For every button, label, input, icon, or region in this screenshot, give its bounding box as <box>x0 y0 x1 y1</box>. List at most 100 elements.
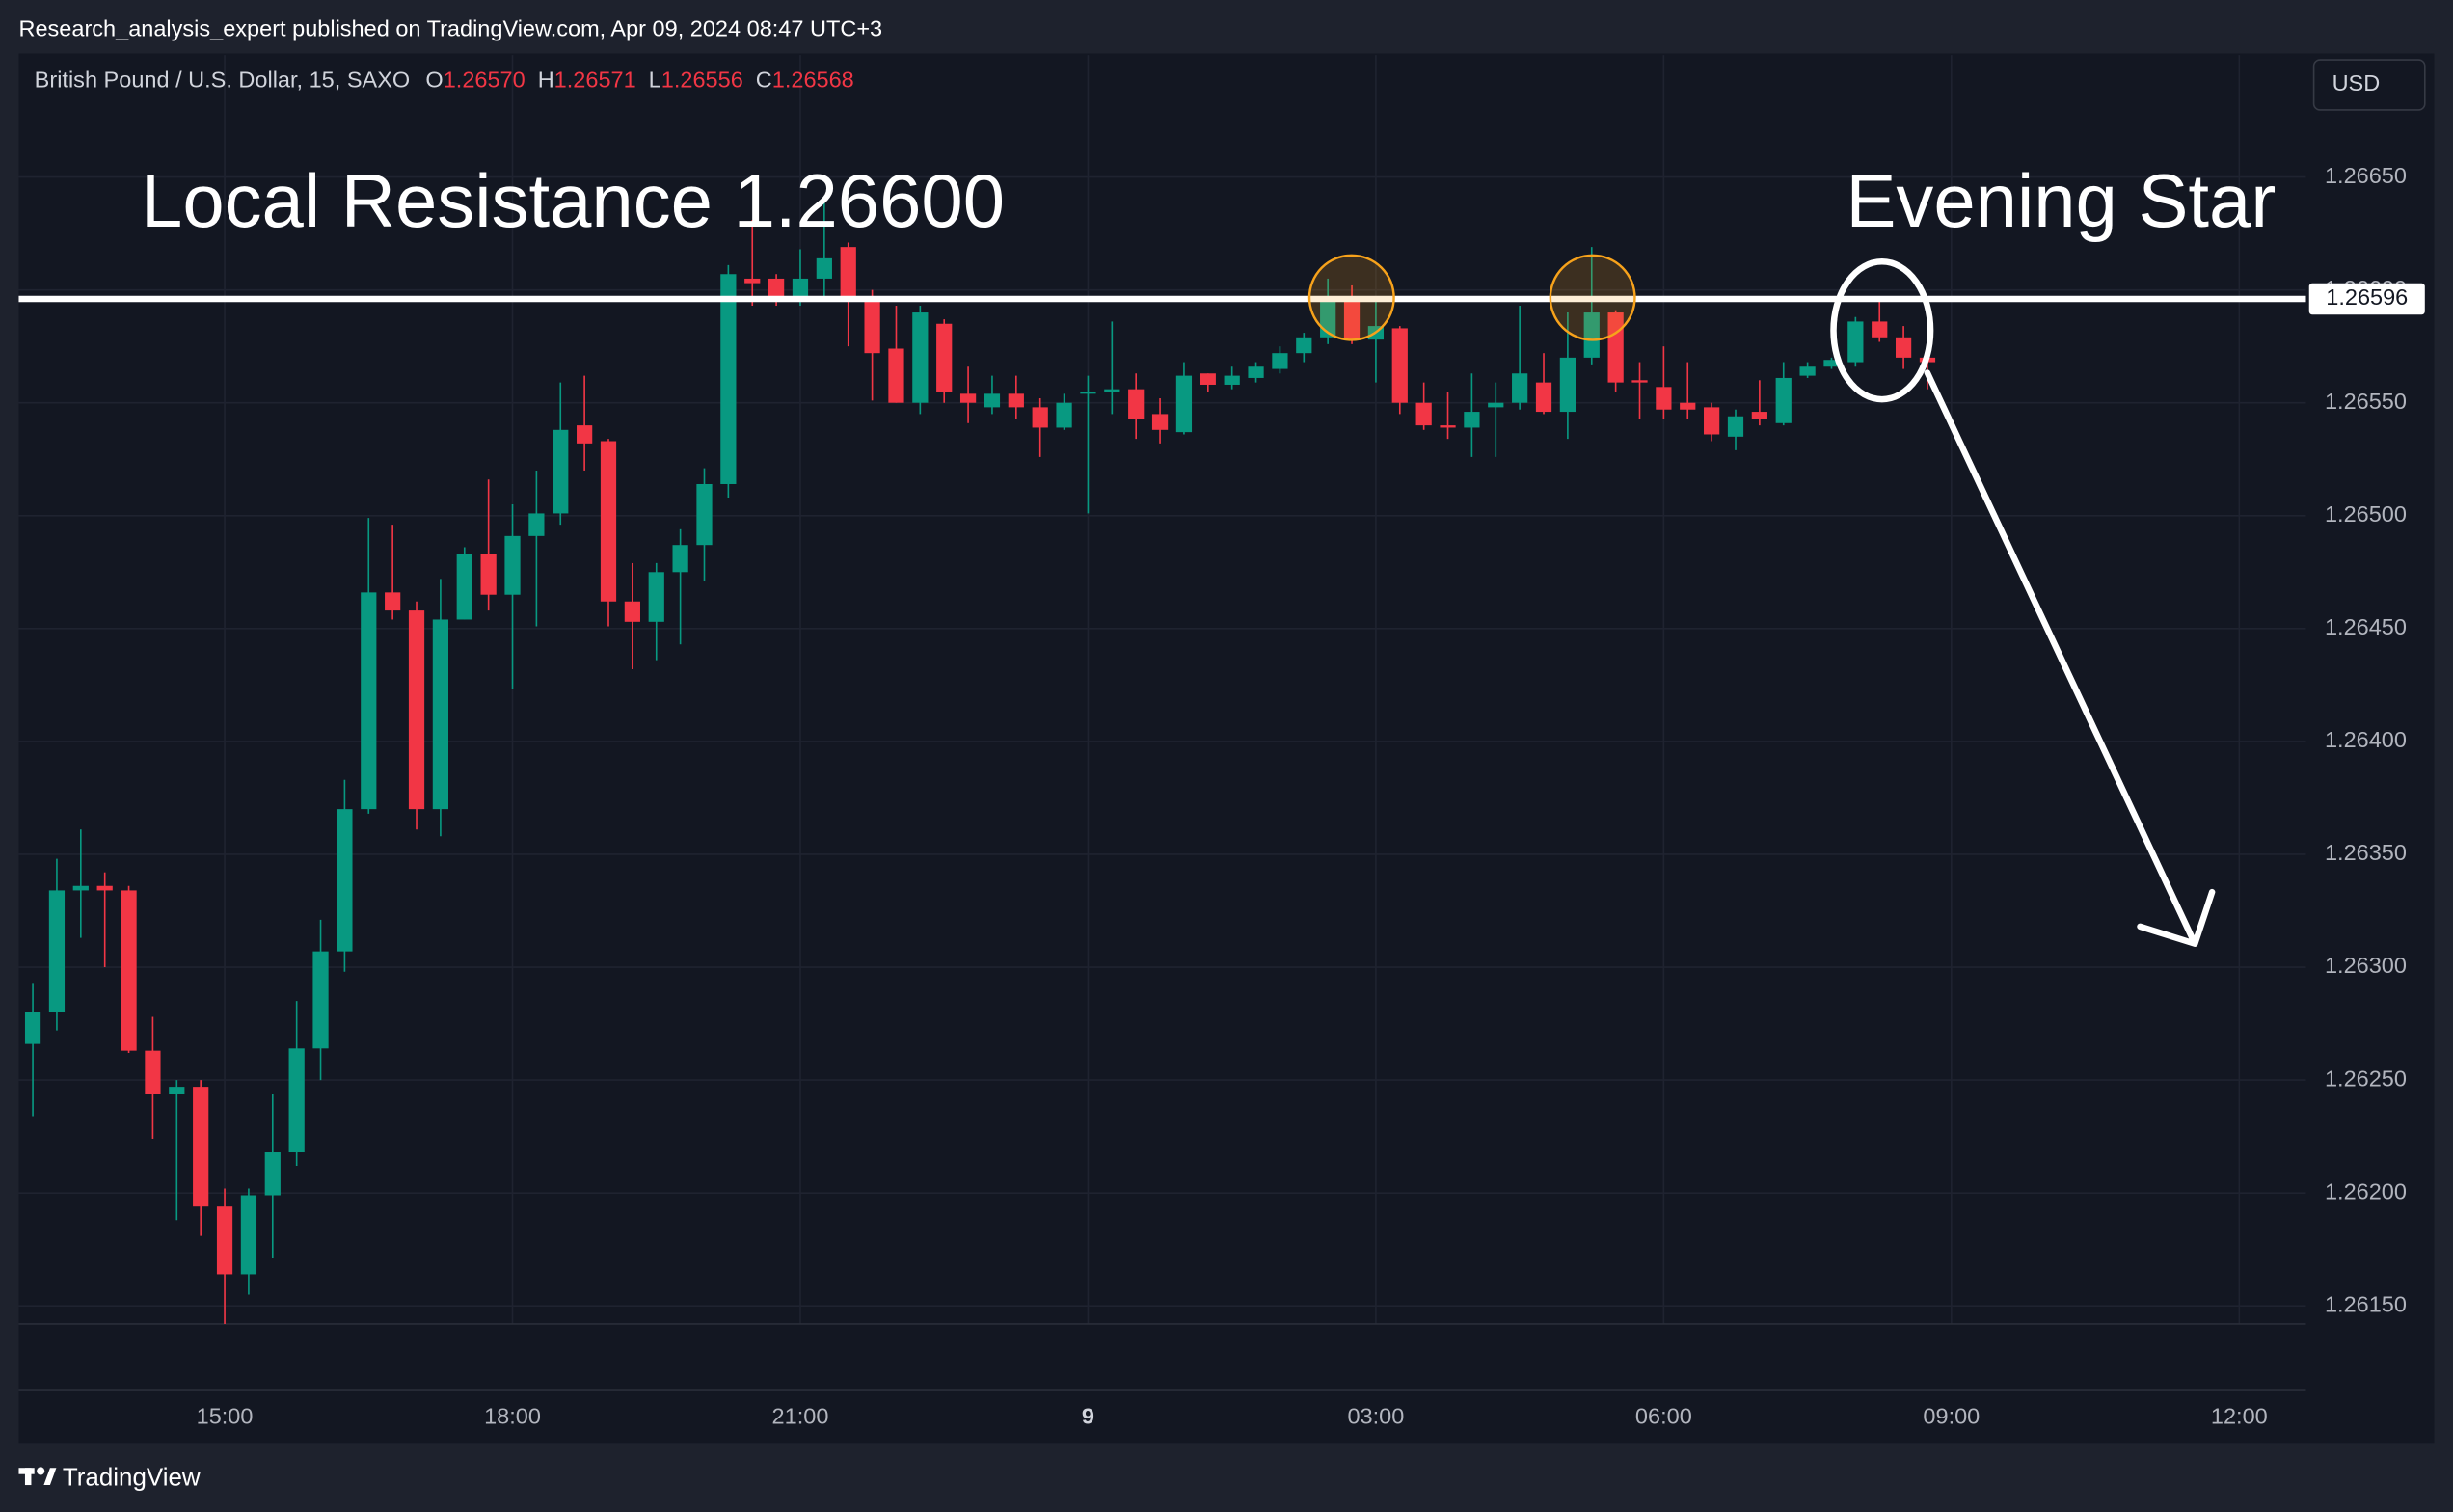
candle-body <box>1535 382 1552 413</box>
candle-body <box>1727 416 1744 437</box>
candle-body <box>1224 375 1240 385</box>
candle-body <box>1751 412 1767 419</box>
resistance-label: 1.26596 <box>2326 284 2408 310</box>
x-tick-label: 09:00 <box>1923 1404 1980 1429</box>
candle-body <box>1799 366 1816 376</box>
legend: British Pound / U.S. Dollar, 15, SAXO O1.… <box>35 68 854 93</box>
candle-body <box>1296 337 1312 354</box>
candle-body <box>96 885 113 891</box>
y-tick-label: 1.26350 <box>2325 840 2407 865</box>
currency: USD <box>2332 70 2381 95</box>
x-tick-label: 21:00 <box>772 1404 829 1429</box>
candle-body <box>1488 402 1504 408</box>
candle-body <box>600 441 617 602</box>
candle-body <box>1200 373 1216 385</box>
candle-body <box>1391 328 1408 403</box>
candle-body <box>1704 407 1720 435</box>
candle-body <box>456 554 472 620</box>
candle-body <box>1343 296 1361 340</box>
candle-body <box>24 1012 41 1044</box>
candle-body <box>888 348 904 403</box>
candle-body <box>408 610 425 810</box>
candle-body <box>240 1195 257 1275</box>
candle-body <box>792 278 809 297</box>
publisher: Research_analysis_expert published on Tr… <box>18 15 882 40</box>
ohlc-value: 1.26568 <box>772 68 854 93</box>
candle-body <box>504 535 521 595</box>
candle-body <box>648 572 664 622</box>
highlight-circle <box>1549 254 1636 341</box>
y-tick-label: 1.26550 <box>2325 389 2407 414</box>
candle-body <box>1415 402 1432 426</box>
candle-body <box>768 278 785 297</box>
candle-body <box>361 592 377 810</box>
y-tick-label: 1.26150 <box>2325 1291 2407 1316</box>
y-tick-label: 1.26500 <box>2325 501 2407 526</box>
candle-body <box>696 483 713 546</box>
candle-body <box>816 257 832 279</box>
candle-body <box>864 296 880 354</box>
candle-body <box>72 885 89 891</box>
candle-body <box>1775 377 1792 423</box>
candle-body <box>48 890 66 1012</box>
candle-body <box>121 890 137 1051</box>
candle-body <box>1128 389 1145 419</box>
x-tick-label: 06:00 <box>1635 1404 1692 1429</box>
candle-body <box>312 951 329 1049</box>
candle-body <box>1008 393 1024 408</box>
brand-logo <box>18 1467 57 1486</box>
evening-star-ellipse <box>1830 258 1934 403</box>
candle-body <box>1440 425 1456 428</box>
candle-body <box>480 554 497 595</box>
x-tick-label: 9 <box>1082 1404 1094 1429</box>
candle-body <box>1175 375 1193 433</box>
candle-body <box>1320 296 1336 338</box>
candle-body <box>1056 402 1072 428</box>
candle-body <box>1631 380 1648 383</box>
y-tick-label: 1.26250 <box>2325 1066 2407 1091</box>
x-tick-label: 03:00 <box>1347 1404 1404 1429</box>
ohlc-value: 1.26556 <box>661 68 743 93</box>
candle-body <box>624 601 640 622</box>
candle-body <box>1248 366 1264 378</box>
candle-body <box>216 1206 233 1275</box>
candle-body <box>1823 360 1840 367</box>
candle-body <box>1512 373 1528 403</box>
annotation: Evening Star <box>1846 159 2276 243</box>
resistance-label-box <box>2308 283 2425 315</box>
y-tick-label: 1.26300 <box>2325 953 2407 978</box>
candle-body <box>1559 357 1577 413</box>
candle-body <box>984 393 1001 408</box>
candle-body <box>432 619 449 810</box>
candle-body <box>1680 402 1696 410</box>
symbol: British Pound / U.S. Dollar, 15, SAXO <box>35 68 411 93</box>
candle-body <box>1656 387 1672 410</box>
y-tick-label: 1.26200 <box>2325 1178 2407 1203</box>
ohlc-key: L <box>649 68 661 93</box>
y-tick-label: 1.26450 <box>2325 614 2407 639</box>
brand: TradingView <box>63 1464 201 1491</box>
y-tick-label: 1.26650 <box>2325 163 2407 188</box>
x-tick-label: 12:00 <box>2211 1404 2268 1429</box>
candle-body <box>1272 353 1288 369</box>
candle-body <box>1104 389 1120 392</box>
candles <box>24 197 1936 1324</box>
chart-panel <box>18 53 2435 1444</box>
candle-body <box>720 274 737 484</box>
ohlc-value: 1.26570 <box>444 68 526 93</box>
candle-body <box>1895 337 1912 358</box>
candle-body <box>193 1087 209 1207</box>
candle-body <box>169 1087 185 1094</box>
down-arrow <box>1924 369 2216 947</box>
annotation: Local Resistance 1.26600 <box>141 159 1005 243</box>
candle-body <box>744 278 761 284</box>
currency-button[interactable] <box>2312 59 2426 111</box>
candle-body <box>145 1050 161 1094</box>
ohlc-legend: O1.26570 H1.26571 L1.26556 C1.26568 <box>425 68 853 93</box>
candle-body <box>1583 312 1600 358</box>
candle-body <box>264 1152 281 1196</box>
highlight-circle <box>1307 254 1395 341</box>
candle-body <box>337 809 353 952</box>
ohlc-key: H <box>538 68 554 93</box>
